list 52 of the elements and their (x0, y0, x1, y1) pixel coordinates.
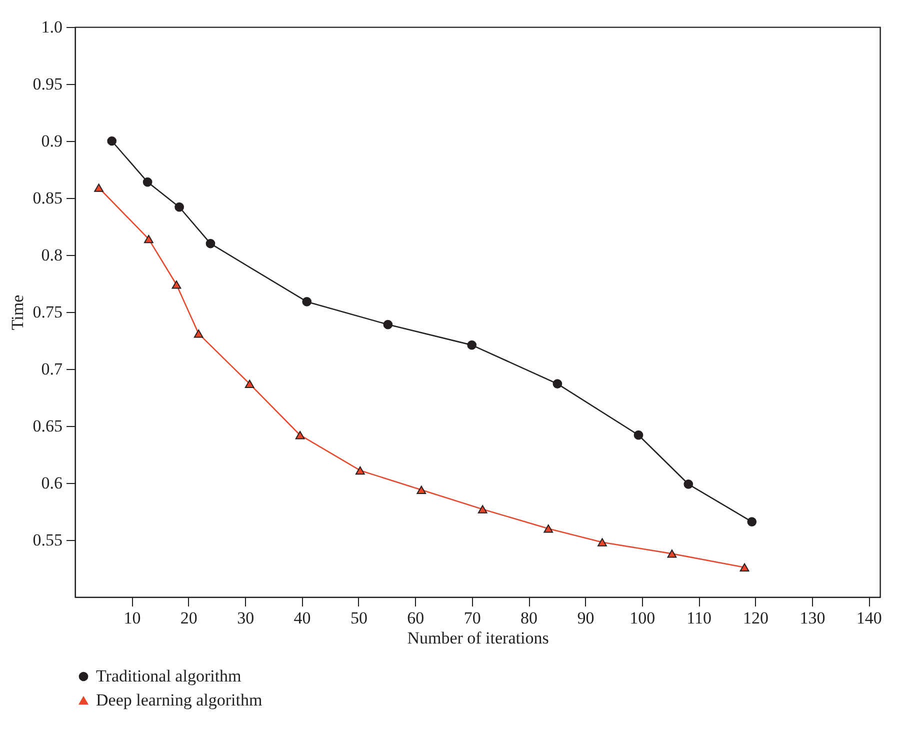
x-tick-label: 60 (407, 608, 424, 628)
point (142, 177, 152, 187)
legend-label: Traditional algorithm (96, 666, 242, 686)
x-tick-label: 50 (350, 608, 368, 628)
legend-label: Deep learning algorithm (96, 690, 262, 710)
point (544, 524, 554, 533)
point (634, 430, 644, 440)
point (552, 379, 562, 388)
x-tick-label: 10 (124, 608, 141, 628)
x-tick-label: 110 (686, 608, 712, 628)
point (94, 184, 104, 192)
x-tick-label: 40 (294, 608, 311, 628)
x-tick-label: 100 (630, 608, 656, 628)
x-tick-label: 140 (856, 608, 882, 628)
x-tick-label: 120 (743, 608, 769, 628)
y-tick-label: 0.9 (41, 132, 62, 150)
point (172, 280, 182, 289)
x-tick-label: 80 (520, 608, 538, 628)
y-tick-label: 0.65 (32, 416, 62, 436)
point (667, 550, 677, 558)
point (302, 297, 312, 306)
point (144, 234, 154, 244)
point (684, 479, 694, 489)
point (194, 330, 204, 338)
point (174, 202, 184, 212)
x-tick-label: 20 (180, 608, 198, 628)
x-axis-title: Number of iterations (407, 628, 549, 648)
x-tick-label: 130 (800, 608, 826, 628)
point (416, 486, 426, 494)
y-tick-label: 0.7 (41, 360, 63, 378)
y-tick-label: 0.75 (32, 302, 62, 322)
y-tick-label: 0.6 (41, 474, 62, 492)
point (244, 380, 254, 388)
y-tick-label: 0.85 (32, 188, 62, 208)
point (740, 563, 750, 572)
point (598, 538, 607, 546)
y-tick-label: 1.0 (41, 18, 62, 36)
point (747, 517, 757, 526)
x-tick-label: 70 (464, 608, 481, 628)
point (355, 466, 365, 475)
point (467, 340, 477, 350)
point (295, 430, 305, 440)
x-tick-label: 90 (577, 608, 594, 628)
y-tick-label: 0.8 (41, 246, 62, 264)
y-tick-label: 0.55 (32, 530, 62, 550)
x-tick-label: 30 (237, 608, 254, 628)
point (478, 505, 488, 514)
y-axis-title: Time (8, 294, 27, 330)
point (206, 238, 216, 248)
point (107, 136, 117, 146)
y-tick-label: 0.95 (32, 74, 62, 94)
point (383, 320, 393, 330)
